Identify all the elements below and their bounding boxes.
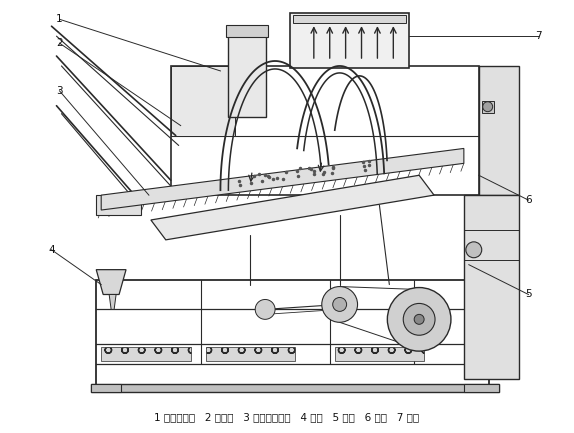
Circle shape — [466, 242, 482, 258]
Text: 6: 6 — [525, 195, 532, 205]
Bar — [205, 347, 295, 361]
Bar — [228, 29, 266, 116]
Polygon shape — [109, 294, 116, 310]
Bar — [293, 15, 406, 23]
Polygon shape — [101, 149, 464, 210]
Polygon shape — [151, 175, 434, 240]
Text: 4: 4 — [48, 245, 55, 255]
Bar — [335, 347, 424, 361]
Bar — [170, 66, 235, 136]
Bar — [101, 347, 191, 361]
Bar — [479, 66, 518, 195]
Bar — [482, 101, 494, 113]
Bar — [226, 25, 268, 37]
Circle shape — [387, 288, 451, 351]
Bar — [464, 384, 499, 392]
Bar — [96, 280, 488, 389]
Circle shape — [333, 297, 347, 311]
Text: 2: 2 — [56, 38, 63, 48]
Bar — [91, 384, 121, 392]
Circle shape — [483, 102, 492, 112]
Circle shape — [322, 287, 358, 322]
Circle shape — [404, 304, 435, 335]
Text: 7: 7 — [535, 31, 542, 41]
Polygon shape — [96, 195, 141, 215]
Text: 3: 3 — [56, 86, 63, 96]
Bar — [464, 195, 518, 379]
Circle shape — [414, 314, 424, 324]
Text: 1 物料喂入斗   2 接石斗   3 筛面调节机构   4 石子   5 大豆   6 物料   7 風流: 1 物料喂入斗 2 接石斗 3 筛面调节机构 4 石子 5 大豆 6 物料 7 … — [154, 412, 420, 422]
Text: 1: 1 — [56, 14, 63, 24]
Polygon shape — [96, 270, 126, 294]
Bar — [91, 384, 499, 392]
Text: 5: 5 — [525, 290, 532, 300]
Circle shape — [255, 300, 275, 319]
Bar — [170, 66, 479, 195]
Bar — [290, 13, 409, 68]
